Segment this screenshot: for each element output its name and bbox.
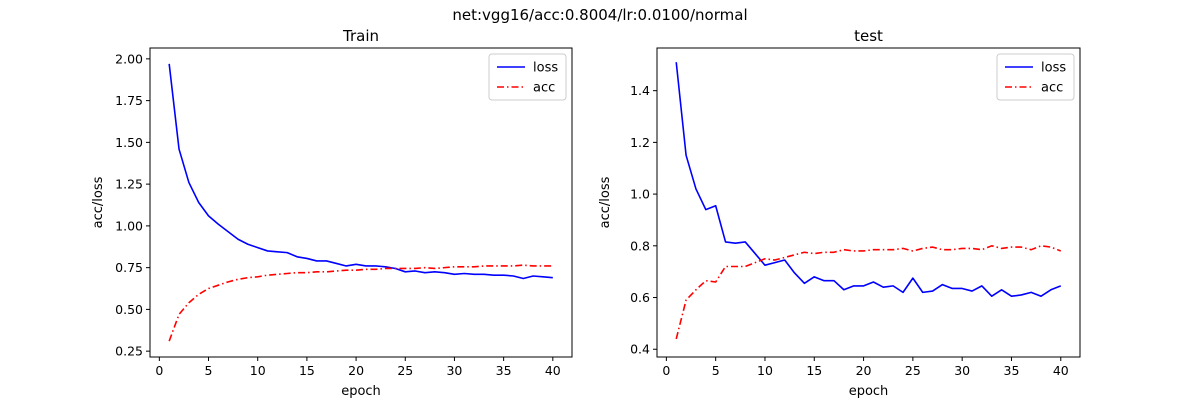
train-y-tick-label: 0.75: [115, 260, 143, 275]
train-x-axis-label: epoch: [341, 384, 381, 399]
train-y-tick-label: 1.25: [115, 177, 143, 192]
train-chart-title: Train: [342, 27, 379, 45]
test-plot-frame: [656, 47, 1081, 358]
test-series-loss-line: [675, 62, 1062, 298]
test-x-tick-label: 10: [757, 363, 773, 378]
test-chart-title: test: [854, 27, 883, 45]
train-legend: [488, 53, 567, 101]
train-y-tick-label: 1.50: [115, 135, 143, 150]
test-series-acc-line: [675, 245, 1062, 340]
train-x-tick-label: 25: [397, 363, 413, 378]
train-y-tick-label: 1.75: [115, 93, 143, 108]
train-y-tick-label: 1.00: [115, 218, 143, 233]
train-legend-label-loss: loss: [533, 61, 558, 76]
test-x-tick-label: 20: [856, 363, 872, 378]
test-x-tick-label: 15: [806, 363, 822, 378]
test-y-tick-label: 0.8: [630, 238, 650, 253]
train-y-tick-label: 2.00: [115, 51, 143, 66]
test-legend: [996, 53, 1075, 101]
test-x-tick-label: 35: [1004, 363, 1020, 378]
test-y-tick-label: 0.4: [630, 342, 650, 357]
test-y-tick-label: 1.0: [630, 187, 650, 202]
train-series-acc-line: [168, 264, 553, 342]
train-x-tick-label: 0: [155, 363, 163, 378]
train-y-axis-label: acc/loss: [91, 176, 106, 228]
train-x-tick-label: 10: [250, 363, 266, 378]
test-legend-label-acc: acc: [1041, 81, 1063, 96]
train-plot-frame: [149, 47, 573, 358]
train-series-loss-line: [168, 63, 553, 280]
test-y-tick-label: 1.2: [630, 135, 650, 150]
test-x-tick-label: 25: [905, 363, 921, 378]
train-x-tick-label: 35: [496, 363, 512, 378]
test-y-tick-label: 0.6: [630, 290, 650, 305]
test-x-tick-label: 5: [712, 363, 720, 378]
train-legend-label-acc: acc: [533, 81, 555, 96]
train-y-tick-label: 0.25: [115, 344, 143, 359]
train-x-tick-label: 30: [446, 363, 462, 378]
train-y-tick-label: 0.50: [115, 302, 143, 317]
train-x-tick-label: 40: [545, 363, 561, 378]
test-x-tick-label: 30: [954, 363, 970, 378]
figure-suptitle: net:vgg16/acc:0.8004/lr:0.0100/normal: [452, 6, 747, 24]
test-y-axis-label: acc/loss: [598, 176, 613, 228]
test-x-axis-label: epoch: [849, 384, 889, 399]
test-legend-label-loss: loss: [1041, 61, 1066, 76]
test-x-tick-label: 40: [1053, 363, 1069, 378]
test-y-tick-label: 1.4: [630, 83, 650, 98]
train-x-tick-label: 5: [205, 363, 213, 378]
train-x-tick-label: 15: [299, 363, 315, 378]
test-x-tick-label: 0: [662, 363, 670, 378]
train-x-tick-label: 20: [348, 363, 364, 378]
